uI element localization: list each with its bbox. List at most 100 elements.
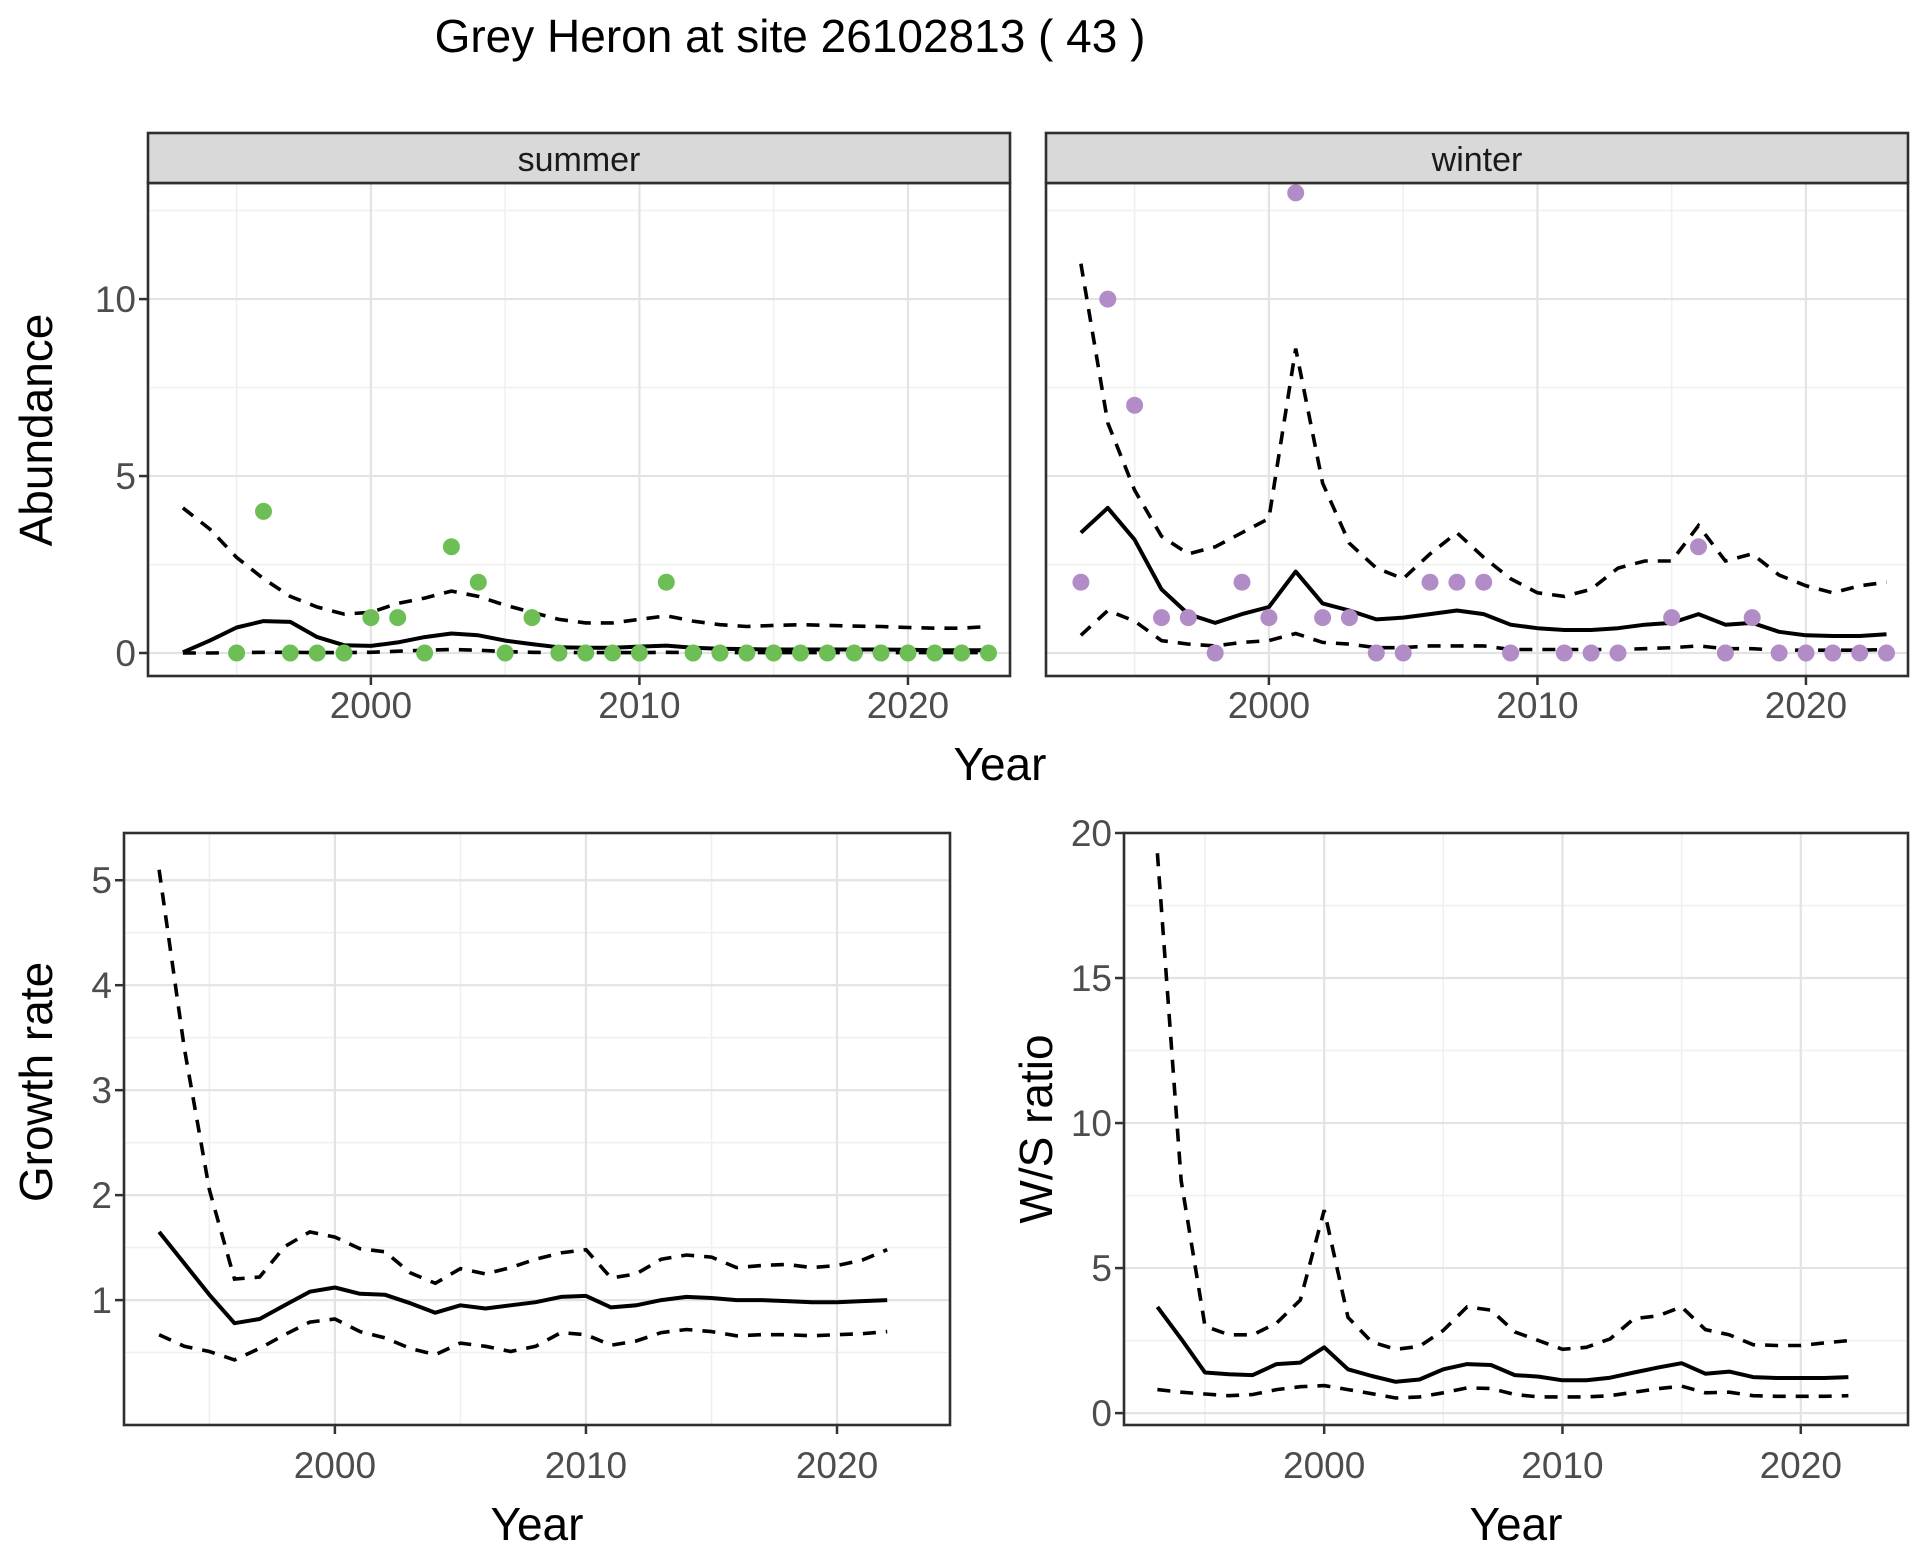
data-point (1475, 573, 1493, 591)
data-point (1233, 573, 1251, 591)
data-point (1153, 609, 1170, 627)
data-point (1099, 290, 1117, 308)
y-tick-label: 20 (1071, 813, 1112, 854)
fit-line (157, 1230, 888, 1326)
data-point (1582, 644, 1600, 662)
y-tick-label: 0 (1091, 1393, 1112, 1434)
lower-ci-line (1157, 1383, 1849, 1400)
data-point (523, 609, 541, 627)
y-tick-label: 10 (1071, 1103, 1112, 1144)
panel-abundance-winter: 2000 2010 2020 (1044, 131, 1910, 726)
data-point (1609, 644, 1627, 662)
y-tick-label: 15 (1071, 958, 1112, 999)
lower-ci-line (1079, 608, 1887, 652)
upper-ci-line (157, 869, 888, 1286)
data-point (550, 644, 568, 662)
data-point (684, 644, 702, 662)
data-point (1072, 573, 1090, 591)
data-point (738, 644, 756, 662)
data-point (818, 644, 836, 662)
data-point (1126, 396, 1144, 414)
y-tick-label: 4 (91, 965, 112, 1006)
upper-ci-line (181, 506, 989, 630)
data-point (255, 502, 272, 520)
data-point (1314, 609, 1332, 627)
x-tick-label: 2010 (1496, 685, 1578, 726)
y-tick-label: 10 (95, 279, 136, 320)
upper-ci-line (1079, 263, 1887, 599)
data-point (1770, 644, 1788, 662)
data-point (604, 644, 622, 662)
data-point (1851, 644, 1869, 662)
y-tick-label: 5 (91, 860, 112, 901)
data-point (416, 644, 434, 662)
data-point (228, 644, 246, 662)
panel-background (124, 833, 950, 1425)
y-tick-label: 3 (91, 1070, 112, 1111)
x-tick-label: 2020 (1765, 685, 1847, 726)
y-tick-label: 1 (91, 1280, 112, 1321)
data-point (1340, 609, 1358, 627)
facet-strip (1044, 131, 1910, 185)
data-point (1663, 609, 1681, 627)
x-tick-label: 2000 (1228, 685, 1310, 726)
x-tick-label: 2000 (294, 1445, 376, 1486)
data-point (1690, 538, 1707, 556)
data-point (1206, 644, 1224, 662)
panel-background (1046, 183, 1908, 676)
x-tick-label: 2020 (867, 685, 949, 726)
strip-label-winter: winter (1431, 141, 1523, 179)
data-point (711, 644, 729, 662)
data-point (308, 644, 326, 662)
panel-background (148, 183, 1010, 676)
data-point (1448, 573, 1466, 591)
x-tick-label: 2020 (1760, 1445, 1842, 1486)
data-point (1878, 644, 1895, 662)
data-point (496, 644, 514, 662)
data-point (1260, 609, 1278, 627)
data-point (389, 609, 407, 627)
panel-abundance-summer: 2000 2010 2020 0 5 10 (95, 131, 1012, 726)
data-point (442, 538, 460, 556)
data-point (577, 644, 595, 662)
data-point (1555, 644, 1573, 662)
data-point (1716, 644, 1734, 662)
axis-title-year-top: Year (954, 738, 1047, 790)
data-point (1797, 644, 1815, 662)
data-point (281, 644, 299, 662)
y-tick-label: 5 (115, 456, 136, 497)
x-tick-label: 2010 (545, 1445, 627, 1486)
panel-background (1124, 833, 1908, 1425)
y-tick-label: 2 (91, 1175, 112, 1216)
data-point (1824, 644, 1842, 662)
data-point (469, 573, 487, 591)
data-point (899, 644, 917, 662)
data-point (1179, 609, 1197, 627)
x-tick-label: 2000 (330, 685, 412, 726)
data-point (845, 644, 863, 662)
data-point (1287, 184, 1305, 202)
plot-title: Grey Heron at site 26102813 ( 43 ) (435, 10, 1146, 62)
x-tick-label: 2020 (796, 1445, 878, 1486)
y-tick-label: 0 (115, 633, 136, 674)
data-point (1394, 644, 1412, 662)
data-point (872, 644, 890, 662)
x-tick-label: 2000 (1283, 1445, 1365, 1486)
data-point (657, 573, 675, 591)
panel-border (1122, 831, 1910, 1427)
data-point (792, 644, 809, 662)
x-tick-label: 2010 (598, 685, 680, 726)
panel-growth-rate: 2000 2010 2020 1 2 3 4 5 (91, 831, 952, 1486)
data-point (980, 644, 997, 662)
data-point (1367, 644, 1385, 662)
data-point (630, 644, 648, 662)
data-point (1743, 609, 1761, 627)
panel-ws-ratio: 2000 2010 2020 0 5 10 15 20 (1071, 813, 1910, 1486)
data-point (1502, 644, 1520, 662)
data-point (1421, 573, 1439, 591)
axis-title-ws-ratio: W/S ratio (1010, 1034, 1062, 1223)
data-point (765, 644, 783, 662)
